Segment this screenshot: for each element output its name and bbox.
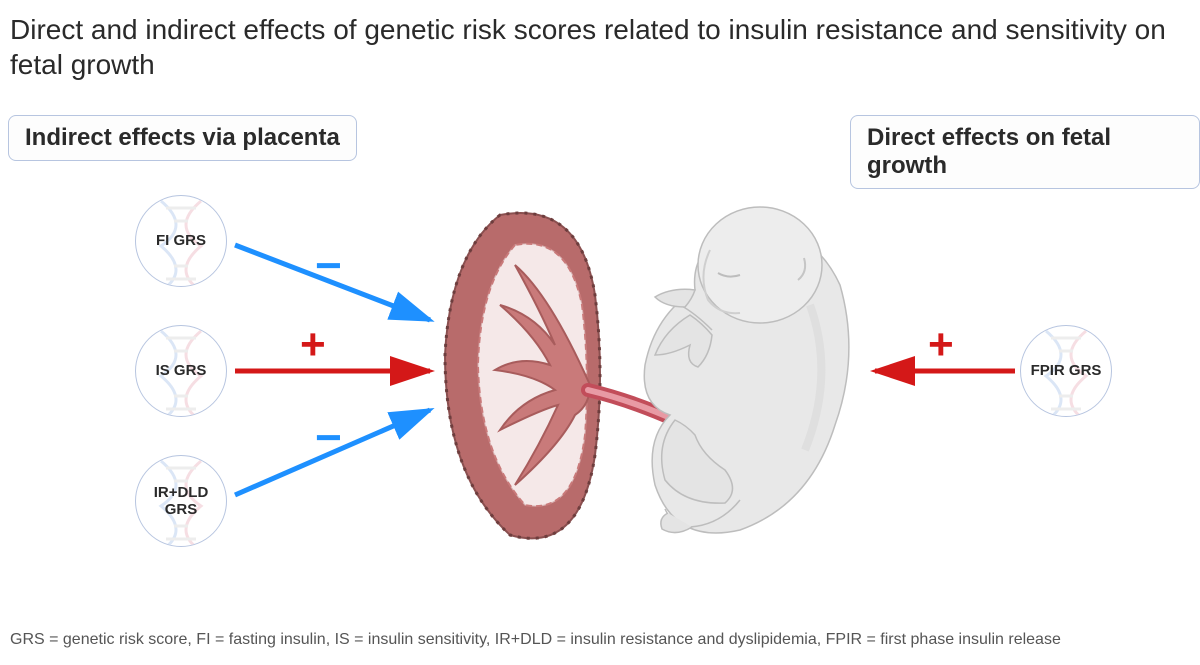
placenta-fetus-illustration [440, 195, 890, 555]
sign-irdld-minus: − [315, 410, 342, 464]
grs-node-is-label: IS GRS [150, 362, 213, 379]
sign-fi-minus: − [315, 238, 342, 292]
grs-node-fpir-label: FPIR GRS [1025, 362, 1108, 379]
grs-node-irdld-label: IR+DLD GRS [136, 484, 226, 519]
fetus-illustration [644, 207, 849, 533]
sign-fpir-plus: + [928, 320, 954, 370]
sign-is-plus: + [300, 320, 326, 370]
footnote-abbreviations: GRS = genetic risk score, FI = fasting i… [10, 631, 1061, 649]
grs-node-fi-label: FI GRS [150, 232, 212, 249]
